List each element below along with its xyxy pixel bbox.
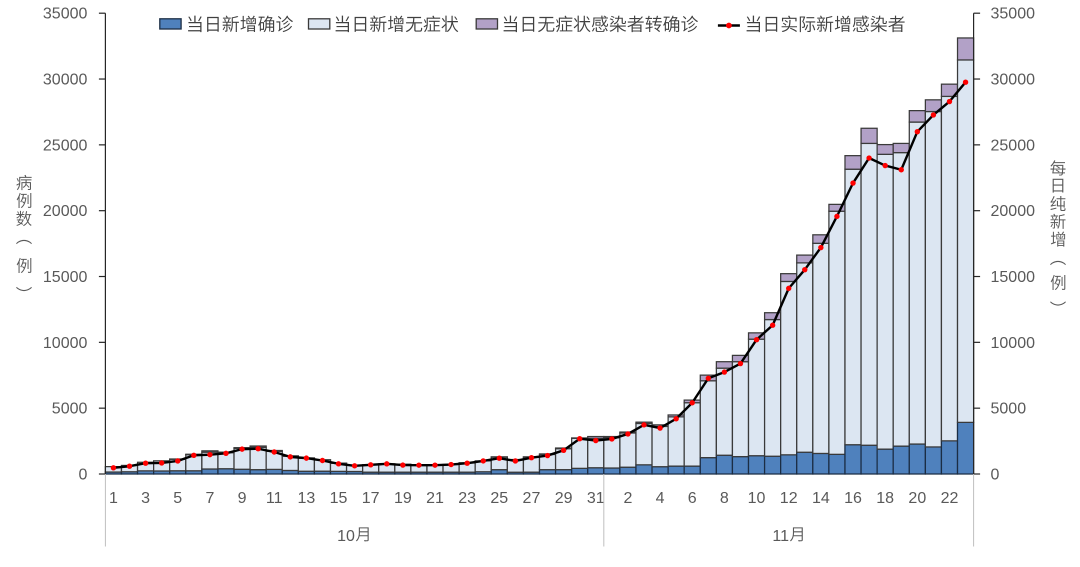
svg-text:29: 29 (555, 490, 573, 507)
svg-text:12: 12 (780, 490, 798, 507)
svg-text:10000: 10000 (991, 335, 1036, 352)
svg-text:10000: 10000 (43, 335, 88, 352)
svg-text:15: 15 (330, 490, 348, 507)
svg-text:6: 6 (688, 490, 697, 507)
svg-text:22: 22 (941, 490, 959, 507)
svg-text:8: 8 (720, 490, 729, 507)
svg-text:25: 25 (490, 490, 508, 507)
svg-text:30000: 30000 (43, 72, 88, 89)
svg-text:20: 20 (908, 490, 926, 507)
svg-text:1: 1 (109, 490, 118, 507)
svg-text:21: 21 (426, 490, 444, 507)
svg-text:18: 18 (876, 490, 894, 507)
svg-text:15000: 15000 (43, 269, 88, 286)
svg-text:14: 14 (812, 490, 830, 507)
svg-text:25000: 25000 (43, 137, 88, 154)
svg-text:5000: 5000 (991, 401, 1027, 418)
svg-text:4: 4 (656, 490, 665, 507)
svg-text:2: 2 (623, 490, 632, 507)
svg-text:3: 3 (141, 490, 150, 507)
svg-text:11: 11 (772, 528, 789, 545)
svg-text:31: 31 (587, 490, 605, 507)
svg-text:7: 7 (205, 490, 214, 507)
svg-text:20000: 20000 (43, 203, 88, 220)
svg-text:17: 17 (362, 490, 380, 507)
svg-text:5: 5 (173, 490, 182, 507)
svg-text:30000: 30000 (991, 72, 1036, 89)
svg-text:10: 10 (337, 528, 355, 545)
svg-text:23: 23 (458, 490, 476, 507)
svg-text:5000: 5000 (52, 401, 88, 418)
svg-text:35000: 35000 (43, 6, 88, 23)
svg-text:9: 9 (238, 490, 247, 507)
svg-text:13: 13 (297, 490, 315, 507)
svg-text:25000: 25000 (991, 137, 1036, 154)
svg-text:0: 0 (991, 467, 1000, 484)
svg-text:20000: 20000 (991, 203, 1036, 220)
svg-text:0: 0 (78, 467, 87, 484)
svg-text:16: 16 (844, 490, 862, 507)
svg-text:15000: 15000 (991, 269, 1036, 286)
svg-text:10: 10 (748, 490, 766, 507)
svg-text:11: 11 (266, 490, 283, 507)
svg-text:27: 27 (523, 490, 541, 507)
svg-text:19: 19 (394, 490, 412, 507)
svg-text:35000: 35000 (991, 6, 1036, 23)
